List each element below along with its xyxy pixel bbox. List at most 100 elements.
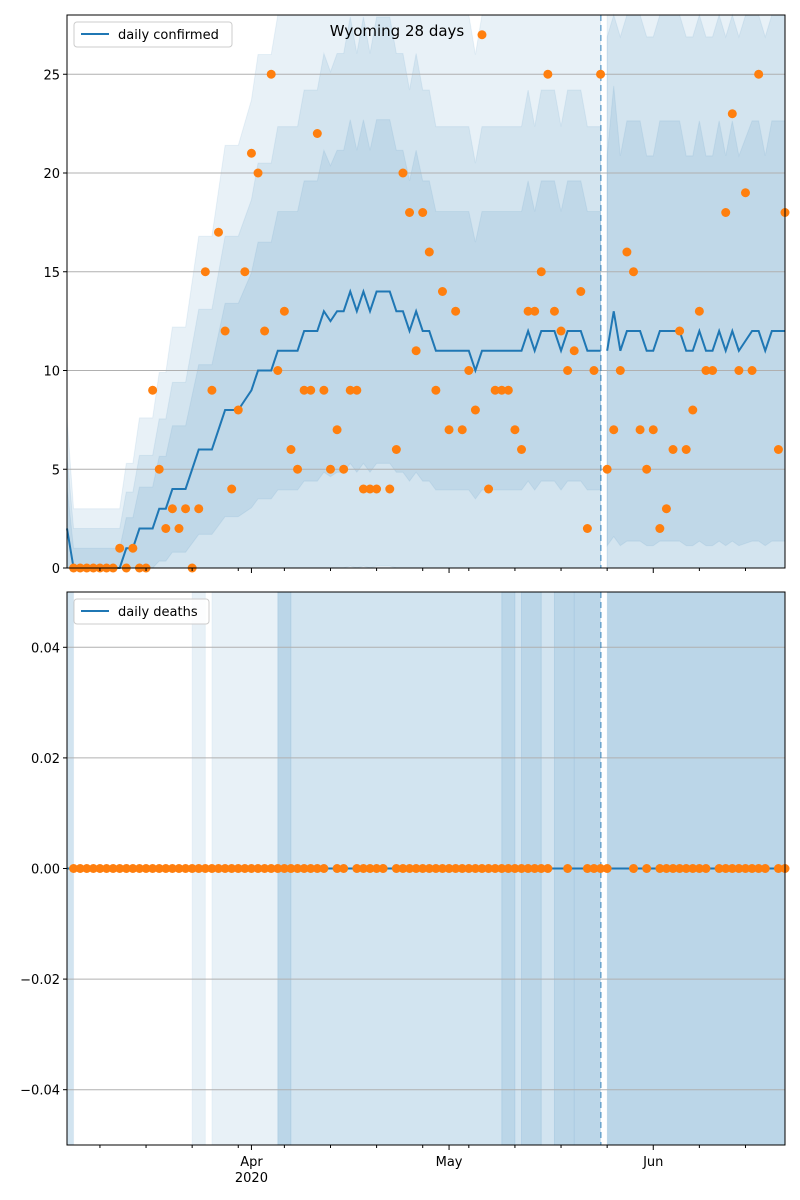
data-point	[661, 504, 671, 514]
legend-label: daily deaths	[118, 605, 198, 620]
data-point	[187, 864, 197, 873]
confirmed-axes: 0 5 10 15 20 25	[43, 13, 790, 577]
data-point	[451, 864, 461, 873]
data-point	[181, 504, 191, 514]
y-tick-label: 15	[43, 266, 60, 281]
data-point	[102, 864, 112, 873]
data-point	[312, 129, 322, 138]
data-point	[134, 864, 144, 873]
data-point	[484, 484, 494, 494]
data-point	[490, 385, 500, 395]
data-point	[299, 385, 309, 395]
data-point	[688, 405, 698, 415]
data-point	[530, 306, 540, 316]
data-point	[510, 864, 520, 873]
data-point	[69, 864, 79, 873]
data-point	[306, 864, 316, 873]
data-point	[589, 366, 599, 375]
y-tick-label: −0.04	[20, 1084, 60, 1099]
data-point	[714, 864, 724, 873]
data-point	[279, 864, 289, 873]
data-point	[523, 306, 533, 316]
data-point	[701, 864, 711, 873]
y-tick-label: 5	[52, 463, 60, 478]
data-point	[530, 864, 540, 873]
data-point	[286, 445, 296, 454]
data-point	[319, 864, 329, 873]
data-point	[563, 366, 573, 375]
data-point	[391, 864, 401, 873]
data-point	[214, 864, 224, 873]
data-point	[543, 69, 553, 79]
data-point	[128, 864, 138, 873]
data-point	[246, 864, 256, 873]
data-point	[352, 864, 362, 873]
data-point	[523, 864, 533, 873]
data-point	[734, 864, 744, 873]
data-point	[675, 864, 685, 873]
y-tick-label: 25	[43, 68, 60, 83]
data-point	[734, 366, 744, 375]
data-point	[148, 385, 158, 395]
data-point	[88, 864, 98, 873]
data-point	[444, 425, 454, 435]
data-point	[332, 425, 342, 435]
data-point	[628, 267, 638, 277]
data-point	[200, 864, 210, 873]
data-point	[207, 385, 217, 395]
data-point	[642, 464, 652, 474]
data-point	[365, 484, 375, 494]
legend-label: daily confirmed	[118, 28, 219, 43]
data-point	[273, 366, 283, 375]
data-point	[128, 543, 138, 553]
data-point	[161, 524, 171, 533]
data-point	[154, 864, 164, 873]
data-point	[773, 864, 783, 873]
y-tick-label: 0.00	[31, 863, 60, 878]
data-point	[503, 385, 513, 395]
data-point	[497, 864, 507, 873]
data-point	[727, 864, 737, 873]
data-point	[602, 464, 612, 474]
legend-deaths: daily deaths	[73, 598, 210, 625]
data-point	[536, 864, 546, 873]
data-point	[312, 864, 322, 873]
data-point	[240, 864, 250, 873]
data-point	[582, 864, 592, 873]
series-line	[66, 288, 601, 569]
data-point	[457, 864, 467, 873]
data-point	[727, 109, 737, 119]
data-point	[490, 864, 500, 873]
data-point	[444, 864, 454, 873]
data-point	[266, 864, 276, 873]
data-point	[214, 227, 224, 237]
data-point	[194, 504, 204, 514]
data-point	[642, 864, 652, 873]
data-point	[365, 864, 375, 873]
data-point	[622, 247, 632, 257]
data-point	[694, 864, 704, 873]
y-tick-label: −0.02	[20, 973, 60, 988]
data-point	[721, 208, 731, 217]
data-point	[418, 208, 428, 217]
data-point	[161, 864, 171, 873]
data-point	[220, 326, 230, 336]
data-point	[635, 425, 645, 435]
data-point	[760, 864, 770, 873]
axes-frame	[66, 591, 786, 1146]
data-point	[510, 425, 520, 435]
data-point	[227, 484, 237, 494]
data-point	[754, 864, 764, 873]
data-point	[75, 864, 85, 873]
x-tick-label: Jun	[642, 1155, 663, 1170]
data-point	[424, 247, 434, 257]
data-point	[569, 346, 579, 356]
data-point	[431, 385, 441, 395]
data-point	[227, 864, 237, 873]
data-point	[266, 69, 276, 79]
data-point	[391, 445, 401, 454]
data-point	[708, 366, 718, 375]
data-point	[220, 864, 230, 873]
